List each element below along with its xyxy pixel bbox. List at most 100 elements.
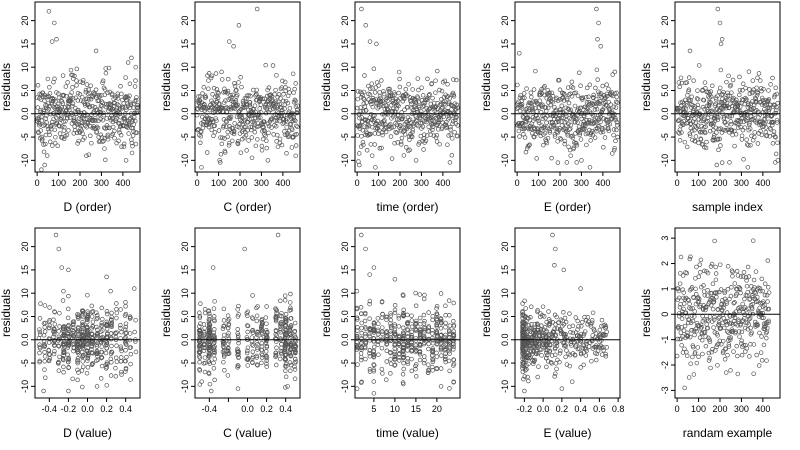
data-point xyxy=(282,298,288,303)
data-point xyxy=(702,106,707,112)
x-tick-label: 400 xyxy=(755,178,770,188)
data-point xyxy=(80,322,86,328)
y-tick-label: 10 xyxy=(340,62,350,72)
data-point xyxy=(710,83,715,88)
data-point xyxy=(598,43,603,49)
data-point xyxy=(113,330,118,336)
data-point xyxy=(404,126,409,132)
data-point xyxy=(127,105,133,110)
data-point xyxy=(705,118,710,124)
data-point xyxy=(417,352,423,357)
data-point xyxy=(42,98,47,104)
data-point xyxy=(109,310,114,316)
data-point xyxy=(264,364,269,369)
data-point xyxy=(559,119,564,125)
data-point xyxy=(99,324,104,329)
data-point xyxy=(380,122,386,127)
data-point xyxy=(123,303,128,309)
y-tick-label: -10 xyxy=(340,154,350,167)
data-point xyxy=(252,103,258,108)
data-point xyxy=(765,285,771,290)
data-point xyxy=(523,306,528,311)
data-point xyxy=(118,359,124,364)
data-point xyxy=(274,73,279,78)
data-point xyxy=(79,120,85,125)
y-tick-label: -5 xyxy=(180,133,190,141)
data-point xyxy=(681,328,687,333)
data-point xyxy=(253,143,259,149)
data-point xyxy=(684,144,690,150)
data-point xyxy=(214,118,219,123)
x-axis-title: C (value) xyxy=(223,426,272,440)
x-tick-label: -0.4 xyxy=(42,404,58,414)
data-point xyxy=(274,311,279,316)
data-point xyxy=(752,134,757,140)
data-point xyxy=(380,325,385,330)
data-point xyxy=(388,134,394,139)
data-point xyxy=(392,307,398,313)
data-point xyxy=(401,310,406,316)
data-point xyxy=(206,324,212,329)
data-point xyxy=(747,126,753,131)
data-point xyxy=(439,353,444,358)
data-point xyxy=(770,119,775,125)
data-point xyxy=(287,326,293,331)
data-point xyxy=(744,283,750,289)
y-tick-label: 10 xyxy=(20,62,30,72)
data-point xyxy=(397,76,402,82)
data-point xyxy=(264,361,269,367)
data-point xyxy=(718,143,723,148)
y-tick-label: 5.0 xyxy=(340,310,350,323)
data-point xyxy=(442,101,447,107)
data-point xyxy=(53,134,58,140)
data-point xyxy=(445,82,450,87)
data-point xyxy=(725,97,730,103)
data-point xyxy=(212,123,217,128)
data-point xyxy=(215,95,221,101)
data-point xyxy=(749,106,754,112)
data-point xyxy=(550,232,555,238)
data-point xyxy=(219,77,225,82)
data-point xyxy=(447,348,452,354)
data-point xyxy=(420,104,425,109)
data-point xyxy=(392,310,398,316)
data-point xyxy=(64,93,69,99)
data-point xyxy=(363,326,368,331)
data-point xyxy=(723,128,728,133)
data-point xyxy=(106,65,112,71)
data-point xyxy=(362,124,367,129)
data-point xyxy=(397,122,403,128)
data-point xyxy=(245,345,251,350)
data-point xyxy=(753,98,759,104)
data-point xyxy=(687,133,693,138)
data-point xyxy=(80,345,86,351)
data-point xyxy=(534,100,540,106)
data-point xyxy=(430,368,435,373)
data-point xyxy=(611,147,617,153)
data-point xyxy=(212,327,217,332)
data-point xyxy=(547,130,553,135)
data-point xyxy=(450,136,455,141)
data-point xyxy=(762,281,768,287)
data-point xyxy=(566,107,572,112)
data-point xyxy=(448,124,453,130)
data-point xyxy=(547,90,552,96)
data-point xyxy=(575,318,580,324)
data-point xyxy=(135,102,140,108)
data-point xyxy=(584,85,590,91)
data-point xyxy=(759,132,765,138)
data-point xyxy=(564,160,570,165)
data-point xyxy=(426,367,431,373)
data-point xyxy=(60,73,66,78)
data-point xyxy=(759,102,765,107)
data-point xyxy=(293,143,299,148)
x-tick-label: 400 xyxy=(595,178,610,188)
data-point xyxy=(254,87,259,93)
data-point xyxy=(430,331,435,336)
data-point xyxy=(199,379,204,384)
data-point xyxy=(596,124,602,129)
data-point xyxy=(355,96,361,102)
data-point xyxy=(236,23,242,28)
data-point xyxy=(715,363,720,368)
data-point xyxy=(236,80,241,85)
